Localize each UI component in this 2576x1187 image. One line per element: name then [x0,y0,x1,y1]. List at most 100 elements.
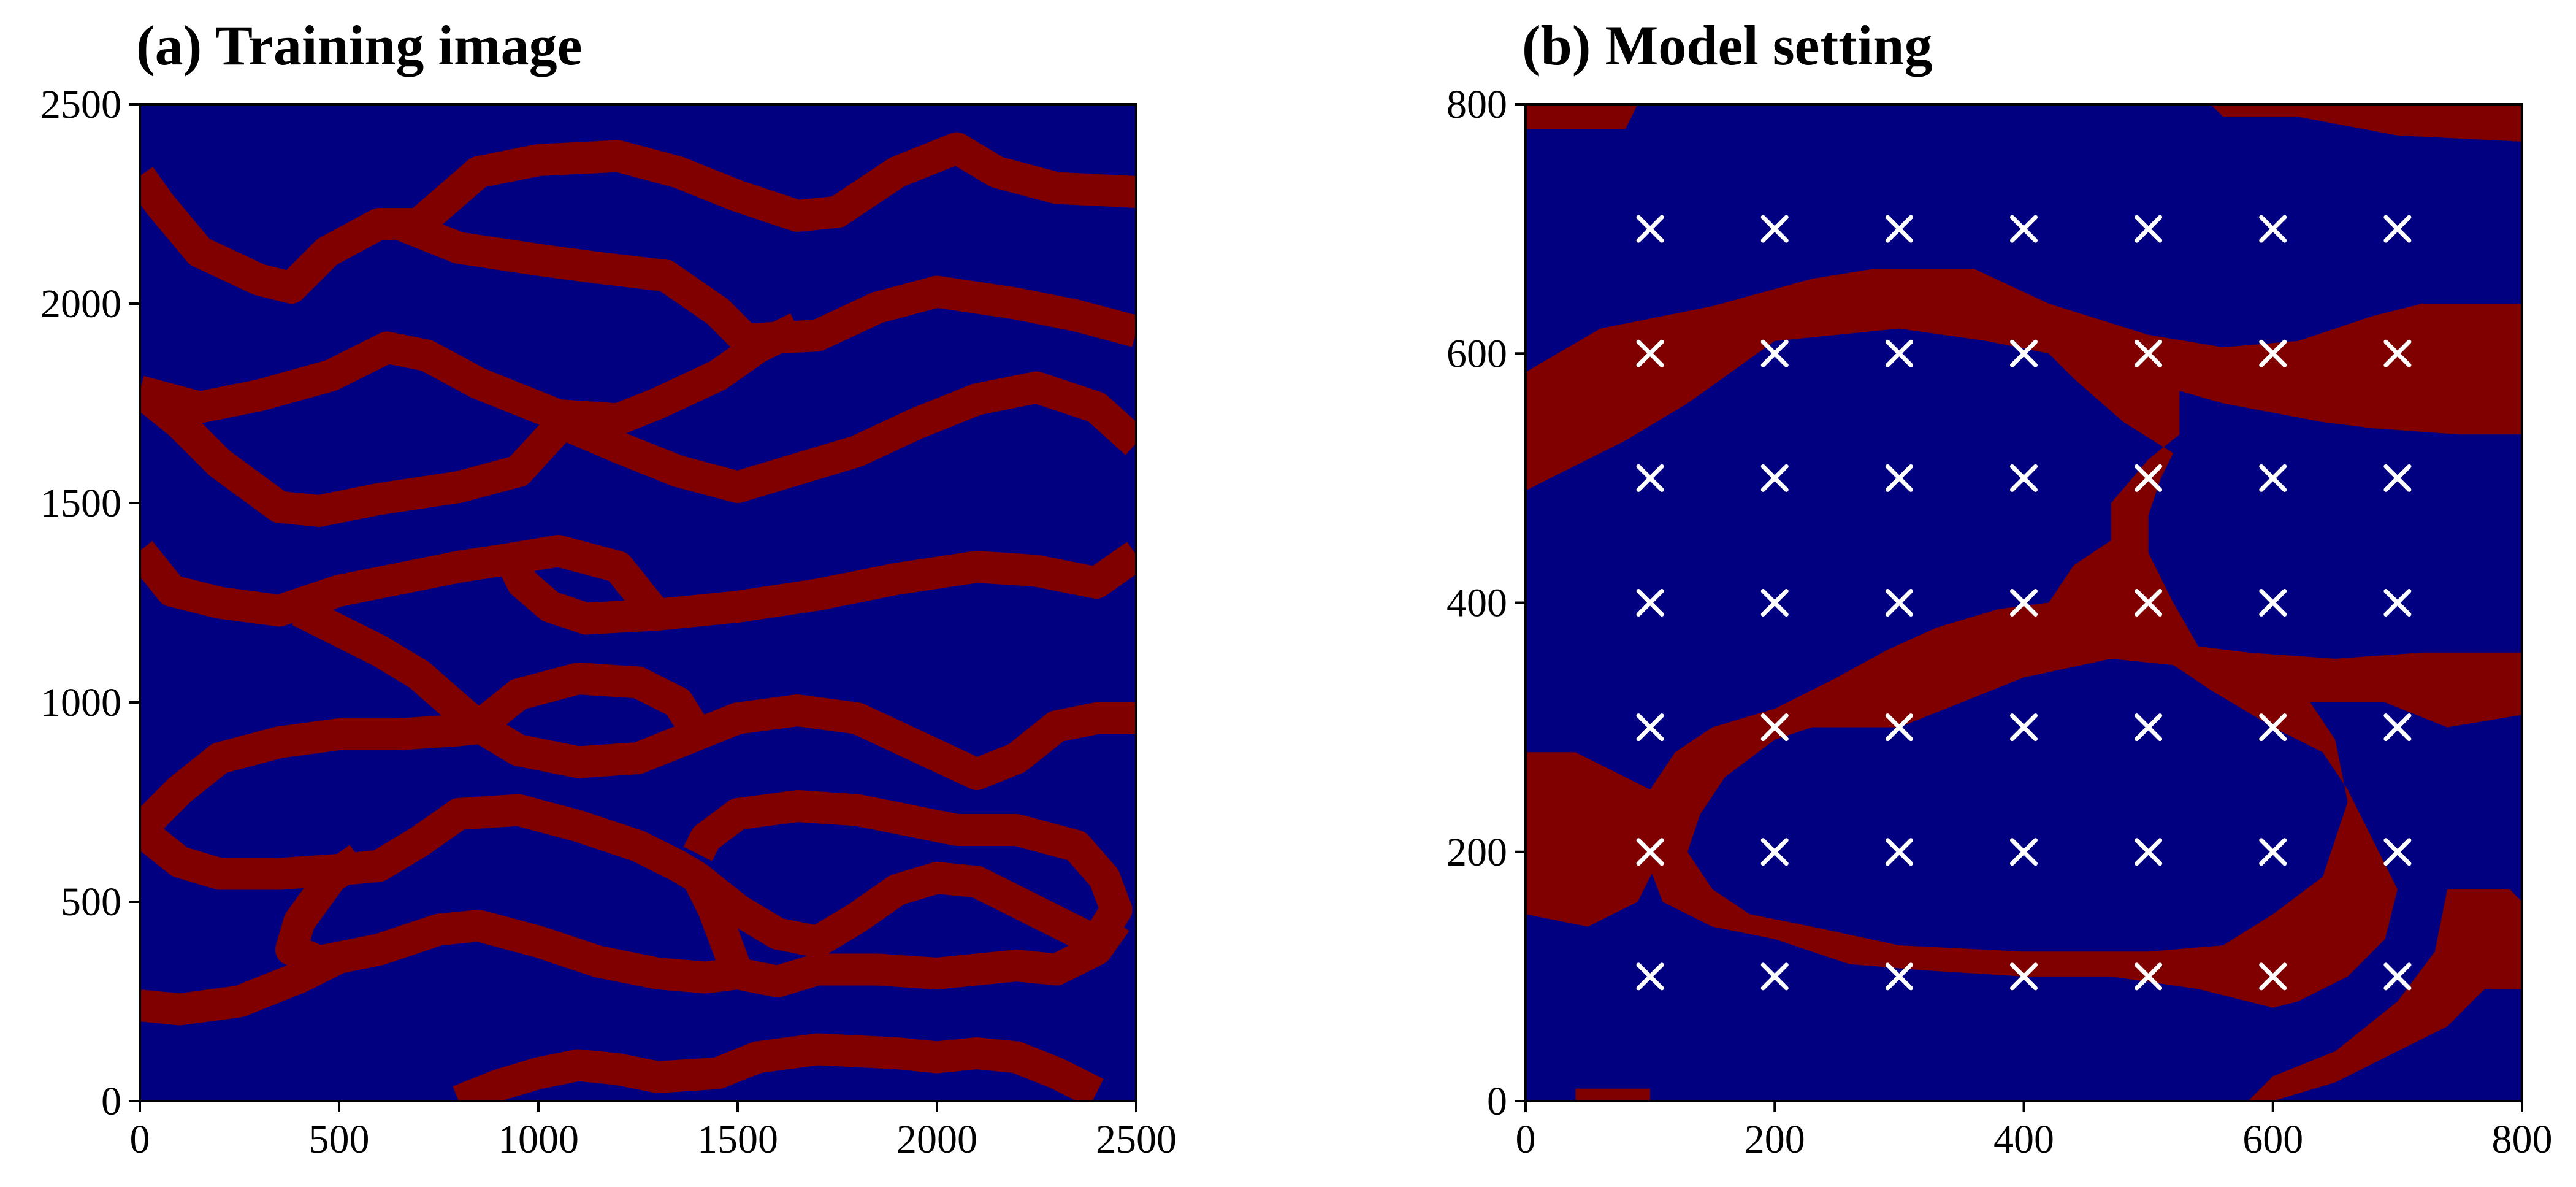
well-marker [2259,962,2287,991]
channel-region-3 [1526,104,1638,129]
well-marker [2383,962,2412,991]
x-tick-label: 800 [2492,1117,2553,1162]
panel-b-y-axis: 0 200 400 600 800 [1447,82,1526,1124]
x-tick-label: 500 [309,1117,370,1162]
y-tick-label: 0 [1487,1079,1507,1124]
well-marker [1760,339,1789,367]
well-marker [1760,589,1789,617]
well-marker [2135,339,2163,367]
panel-a-x-axis: 0 500 1000 1500 2000 2500 [130,1101,1177,1162]
well-marker [1636,339,1664,367]
well-marker [2259,464,2287,492]
well-marker [2259,339,2287,367]
y-tick-label: 1000 [40,680,121,725]
well-marker [1636,838,1664,866]
well-marker [1885,215,1913,243]
training-image-panel: (a) Training image 0 500 1000 1500 2000 2500 … [40,14,1177,1162]
well-marker [1760,464,1789,492]
well-marker [1636,464,1664,492]
well-marker [1885,962,1913,991]
well-marker [2135,464,2163,492]
y-tick-label: 2500 [40,82,121,127]
panel-a-frame [139,103,1137,1102]
channel-3 [140,313,805,436]
x-tick-label: 2000 [896,1117,977,1162]
well-marker [1885,339,1913,367]
well-marker [2135,838,2163,866]
well-marker [2259,838,2287,866]
channel-region-5 [2136,889,2522,1101]
y-tick-label: 1500 [40,481,121,526]
channel-5 [556,371,1136,503]
x-tick-label: 400 [1993,1117,2054,1162]
x-tick-label: 1000 [498,1117,579,1162]
x-tick-label: 600 [2242,1117,2303,1162]
well-marker [2383,589,2412,617]
model-setting-panel: (b) Model setting 0 200 400 600 800 0 200 400 6… [1447,14,2553,1162]
panel-b-channels [1526,104,2522,1101]
well-marker [2010,464,2038,492]
well-marker [1760,215,1789,243]
channel-15 [453,1033,1104,1101]
x-tick-label: 2500 [1096,1117,1177,1162]
channel-region-1 [1526,269,2522,1008]
well-marker [2135,589,2163,617]
well-marker [1885,713,1913,742]
panel-b-title: (b) Model setting [1522,14,1932,77]
well-marker [2383,464,2412,492]
well-marker [1885,589,1913,617]
channel-region-2 [1526,752,1663,927]
well-marker [2259,215,2287,243]
channel-region-4 [2211,104,2522,142]
well-marker [1885,838,1913,866]
well-marker [2010,215,2038,243]
well-marker [2135,215,2163,243]
well-marker [2010,713,2038,742]
well-marker [1636,713,1664,742]
x-tick-label: 0 [130,1117,150,1162]
x-tick-label: 1500 [697,1117,778,1162]
well-marker [2383,713,2412,742]
panel-a-y-axis: 0 500 1000 1500 2000 2500 [40,82,140,1124]
panel-a-channels [140,132,1136,1101]
panel-b-x-axis: 0 200 400 600 800 [1516,1101,2553,1162]
well-marker [1636,215,1664,243]
well-marker [2010,589,2038,617]
well-marker [2259,713,2287,742]
well-marker [2135,713,2163,742]
well-marker [2010,962,2038,991]
channel-region-6 [1575,1088,1651,1101]
panel-a-title: (a) Training image [136,14,582,77]
well-marker [1760,838,1789,866]
well-marker [2135,962,2163,991]
channel-14 [140,943,346,1026]
channel-12 [275,845,740,994]
well-marker [1760,962,1789,991]
x-tick-label: 200 [1745,1117,1805,1162]
x-tick-label: 0 [1516,1117,1536,1162]
well-marker [2010,339,2038,367]
channel-9 [468,663,1136,790]
y-tick-label: 0 [101,1079,121,1124]
panel-b-well-markers [1636,215,2412,991]
channel-4 [140,378,575,527]
well-marker [2383,339,2412,367]
well-marker [2383,838,2412,866]
y-tick-label: 600 [1447,331,1507,376]
channel-7 [496,542,1136,635]
well-marker [2010,838,2038,866]
y-tick-label: 400 [1447,581,1507,626]
well-marker [1636,589,1664,617]
well-marker [1760,713,1789,742]
channel-13 [683,870,1129,997]
well-marker [2259,589,2287,617]
channel-1 [140,132,1136,304]
well-marker [1636,962,1664,991]
well-marker [2383,215,2412,243]
y-tick-label: 500 [61,880,121,924]
y-tick-label: 2000 [40,282,121,326]
y-tick-label: 200 [1447,830,1507,875]
well-marker [1885,464,1913,492]
channel-10 [140,710,500,842]
